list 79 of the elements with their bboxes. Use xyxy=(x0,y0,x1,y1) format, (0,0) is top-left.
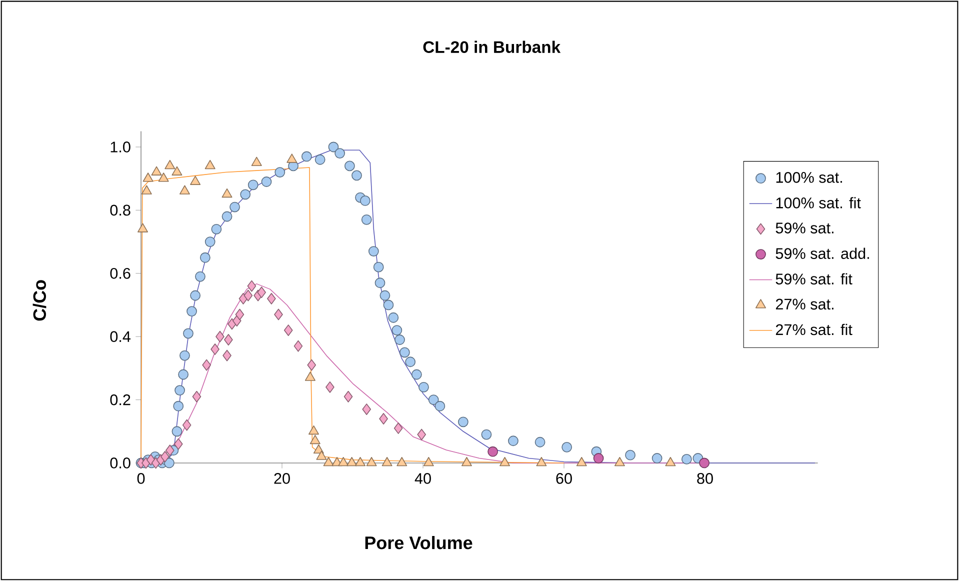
point xyxy=(210,343,220,355)
point xyxy=(222,350,232,362)
point xyxy=(417,428,426,440)
point xyxy=(235,308,244,320)
point xyxy=(665,456,676,466)
point xyxy=(190,176,201,185)
point xyxy=(304,372,316,381)
point xyxy=(244,290,253,302)
point xyxy=(174,438,183,450)
y-tick-label: 0.6 xyxy=(110,268,130,279)
point xyxy=(326,381,334,393)
point xyxy=(310,434,320,444)
y-tick-label: 0.2 xyxy=(110,394,130,406)
point xyxy=(164,160,176,170)
legend-label: 59% sat. xyxy=(776,222,834,234)
legend-label: 100% sat. xyxy=(776,172,842,183)
point xyxy=(423,456,434,466)
legend-label: 27% sat. xyxy=(776,298,834,310)
x-axis-title: Pore Volume xyxy=(365,536,472,550)
point xyxy=(316,450,327,460)
y-tick-label: 0.0 xyxy=(110,458,130,468)
point xyxy=(284,324,293,336)
point xyxy=(294,340,303,352)
legend-label: 59% sat. fit xyxy=(776,273,852,284)
point xyxy=(267,292,276,304)
point xyxy=(362,404,372,415)
point xyxy=(232,315,242,327)
point xyxy=(274,308,283,320)
point xyxy=(536,456,547,466)
point xyxy=(576,456,587,466)
point xyxy=(204,160,216,170)
x-tick-label: 0 xyxy=(137,473,145,484)
point xyxy=(202,359,211,371)
y-tick-label: 0.8 xyxy=(110,204,130,216)
point xyxy=(251,156,262,166)
x-tick-label: 60 xyxy=(556,473,572,484)
point xyxy=(138,223,148,232)
point xyxy=(355,456,366,466)
point xyxy=(179,185,190,194)
point xyxy=(142,172,154,182)
point xyxy=(366,456,377,466)
point xyxy=(500,456,510,466)
point xyxy=(151,166,162,176)
point xyxy=(308,425,319,435)
point xyxy=(172,166,182,176)
legend-label: 100% sat. fit xyxy=(776,197,861,208)
point xyxy=(286,154,298,163)
point xyxy=(222,188,232,198)
point xyxy=(614,456,625,466)
point xyxy=(216,330,224,342)
y-tick-label: 0.4 xyxy=(110,331,131,342)
point xyxy=(160,450,170,462)
point xyxy=(224,334,233,346)
point xyxy=(141,185,152,194)
point xyxy=(338,456,349,466)
point xyxy=(379,413,388,424)
point xyxy=(257,286,266,298)
point xyxy=(394,422,403,434)
y-tick-label: 1.0 xyxy=(110,142,130,152)
point xyxy=(182,419,192,431)
point xyxy=(323,456,334,466)
point xyxy=(488,446,498,457)
point xyxy=(307,359,316,371)
x-tick-label: 80 xyxy=(697,473,713,484)
point xyxy=(699,458,710,468)
point xyxy=(247,280,256,292)
point xyxy=(344,390,353,402)
legend-label: 59% sat. add. xyxy=(776,248,869,259)
x-tick-label: 20 xyxy=(274,473,290,484)
point xyxy=(158,172,169,182)
legend-label: 27% sat. fit xyxy=(776,324,852,336)
y-axis-title: C/Co xyxy=(32,280,46,321)
chart-title: CL-20 in Burbank xyxy=(423,40,561,53)
point xyxy=(346,456,358,466)
point xyxy=(461,456,472,466)
point xyxy=(192,390,202,402)
point xyxy=(382,456,392,466)
x-tick-label: 40 xyxy=(414,473,431,484)
point xyxy=(396,456,408,466)
